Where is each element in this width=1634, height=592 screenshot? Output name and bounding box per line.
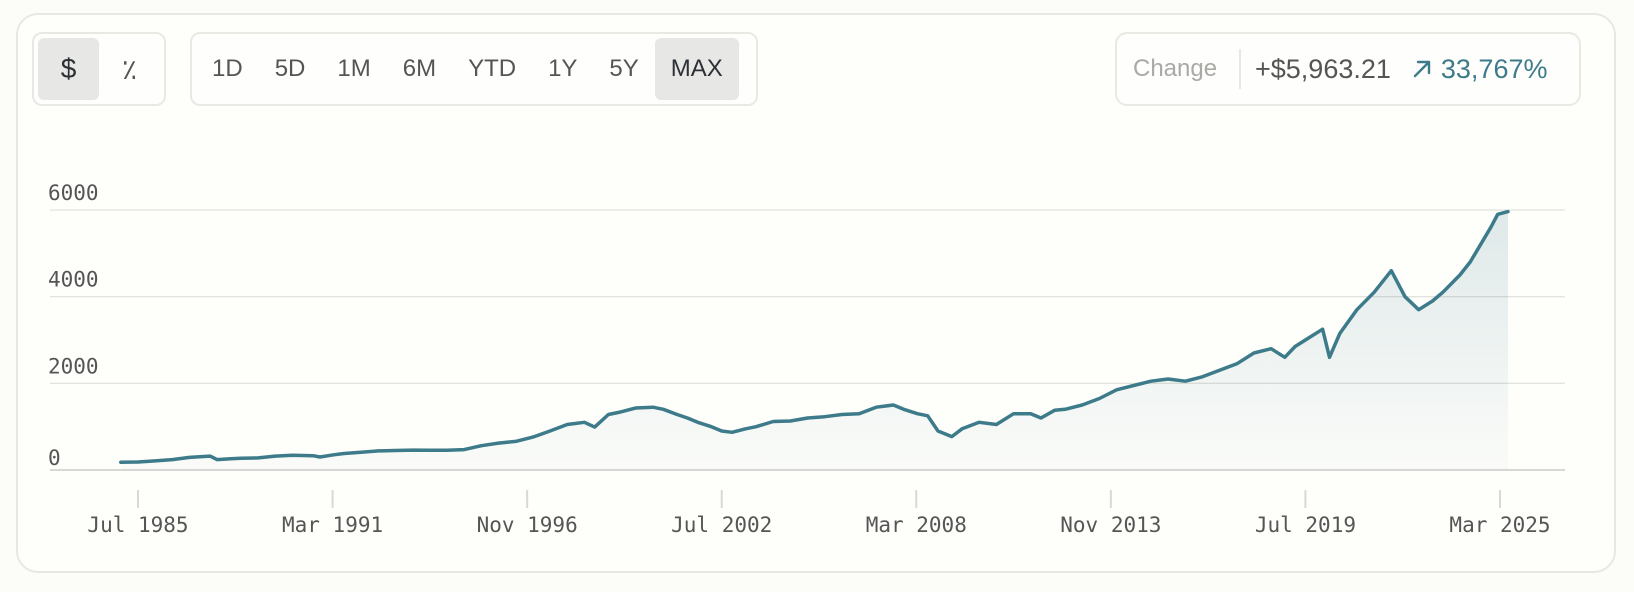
y-tick-label: 6000: [48, 181, 99, 205]
change-label: Change: [1133, 55, 1218, 82]
change-percent: 33,767%: [1440, 53, 1548, 84]
x-tick-label: Mar 1991: [282, 513, 383, 537]
range-tab-1y[interactable]: 1Y: [548, 55, 578, 82]
range-tab-max[interactable]: MAX: [654, 38, 739, 100]
y-tick-label: 4000: [48, 268, 99, 292]
y-tick-label: 0: [48, 446, 61, 470]
change-summary: Change +$5,963.21 33,767%: [1115, 32, 1581, 106]
change-divider: [1239, 49, 1241, 89]
x-tick-label: Jul 1985: [87, 513, 188, 537]
unit-toggle: $ ٪: [32, 32, 166, 106]
percent-unit-button[interactable]: ٪: [121, 53, 138, 85]
range-tab-1d[interactable]: 1D: [212, 55, 243, 82]
change-amount: +$5,963.21: [1255, 53, 1391, 84]
dollar-unit-button[interactable]: $: [38, 38, 99, 100]
x-tick-label: Mar 2008: [866, 513, 967, 537]
series-area: [120, 211, 1508, 470]
x-tick-label: Nov 1996: [477, 513, 578, 537]
chart-card: [16, 13, 1616, 573]
range-tab-5d[interactable]: 5D: [274, 55, 306, 82]
x-tick-label: Nov 2013: [1060, 513, 1161, 537]
y-tick-label: 2000: [48, 354, 99, 378]
range-tabs: 1D 5D 1M 6M YTD 1Y 5Y MAX: [190, 32, 758, 106]
x-tick-label: Jul 2019: [1255, 513, 1356, 537]
arrow-up-right-icon: [1413, 60, 1431, 78]
change-percent-group: 33,767%: [1411, 53, 1548, 85]
x-tick-label: Mar 2025: [1449, 513, 1550, 537]
range-tab-ytd[interactable]: YTD: [468, 55, 517, 82]
range-tab-1m[interactable]: 1M: [337, 55, 371, 82]
series-line: [119, 209, 1510, 464]
range-tab-6m[interactable]: 6M: [402, 55, 437, 82]
x-tick-label: Jul 2002: [671, 513, 772, 537]
range-tab-5y[interactable]: 5Y: [609, 55, 639, 82]
